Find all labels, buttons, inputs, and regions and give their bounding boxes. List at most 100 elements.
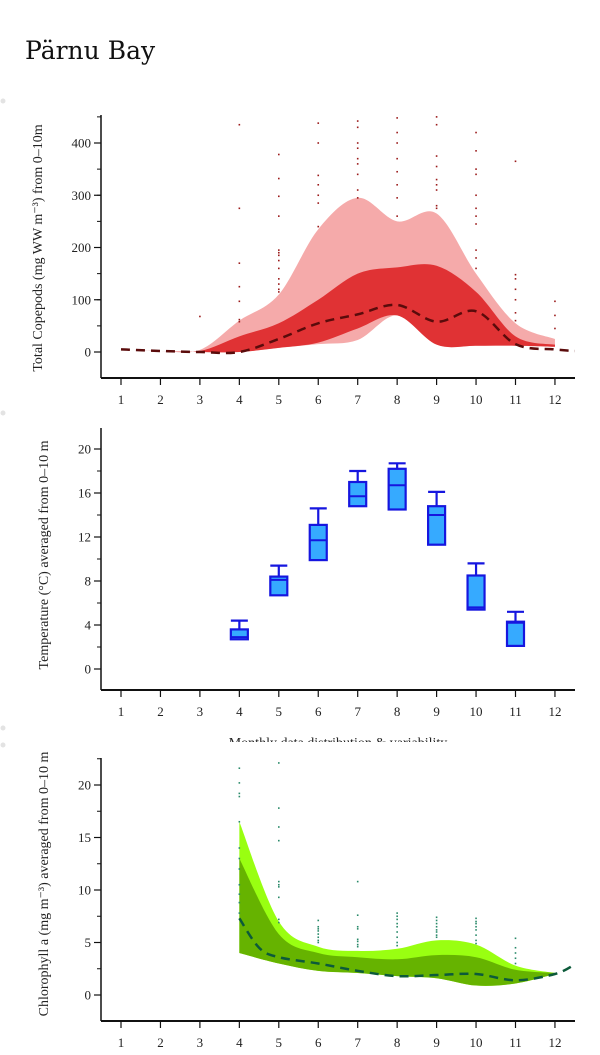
data-point — [435, 916, 438, 919]
data-point — [278, 254, 280, 257]
data-point — [514, 273, 517, 276]
data-point — [278, 880, 280, 883]
x-tick-label: 5 — [276, 1035, 283, 1050]
data-point — [356, 925, 359, 928]
y-tick-label: 300 — [72, 188, 92, 203]
data-point — [396, 215, 398, 217]
data-point — [317, 939, 320, 942]
box-month-5 — [269, 564, 289, 597]
margin-dot — [0, 742, 6, 748]
data-point — [396, 184, 398, 186]
x-tick-label: 9 — [433, 704, 440, 719]
box — [505, 620, 526, 648]
data-point — [475, 223, 477, 225]
x-tick-label: 10 — [470, 1035, 483, 1050]
data-point — [475, 257, 477, 259]
data-point — [356, 943, 359, 946]
data-point — [278, 153, 280, 156]
data-point — [238, 795, 241, 798]
x-tick-label: 2 — [157, 392, 164, 407]
page-title: Pärnu Bay — [25, 36, 156, 65]
data-point — [435, 155, 438, 157]
data-point — [278, 278, 280, 280]
box-month-8 — [387, 462, 407, 511]
data-point — [396, 922, 398, 925]
y-tick-label: 400 — [72, 136, 92, 151]
data-point — [435, 936, 438, 939]
data-point — [435, 123, 438, 126]
data-point — [396, 157, 398, 160]
data-point — [238, 767, 241, 769]
data-point — [475, 215, 477, 217]
y-tick-label: 4 — [85, 618, 92, 633]
data-point — [238, 318, 241, 321]
data-point — [396, 912, 398, 914]
box — [229, 628, 249, 641]
data-point — [356, 197, 359, 199]
data-point — [435, 931, 438, 933]
y-tick-label: 0 — [85, 345, 92, 360]
data-point — [514, 160, 517, 163]
data-point — [435, 922, 438, 925]
data-point — [278, 826, 280, 828]
box-month-4 — [229, 619, 249, 641]
data-point — [238, 901, 241, 904]
y-tick-label: 200 — [72, 240, 92, 255]
data-point — [475, 939, 477, 942]
data-point — [238, 782, 241, 784]
margin-dot — [0, 410, 6, 416]
x-tick-label: 10 — [470, 392, 483, 407]
data-point — [396, 941, 398, 944]
x-tick-label: 7 — [354, 392, 361, 407]
data-point — [278, 259, 280, 262]
data-point — [356, 173, 359, 176]
data-point — [356, 142, 359, 144]
data-point — [278, 839, 280, 842]
y-tick-label: 100 — [72, 292, 92, 307]
box — [269, 575, 289, 597]
data-point — [238, 262, 241, 264]
data-point — [238, 857, 241, 860]
box-month-6 — [308, 507, 328, 562]
data-point — [514, 962, 517, 965]
x-tick-label: 12 — [548, 1035, 561, 1050]
data-point — [435, 934, 438, 936]
data-point — [475, 934, 477, 936]
x-tick-label: 5 — [276, 392, 283, 407]
x-tick-label: 4 — [236, 1035, 243, 1050]
data-point — [278, 883, 280, 886]
data-point — [475, 249, 477, 251]
data-point — [317, 142, 320, 144]
data-point — [356, 126, 359, 129]
data-point — [278, 267, 280, 270]
data-point — [475, 917, 477, 920]
x-tick-label: 8 — [394, 392, 401, 407]
data-point — [278, 195, 280, 198]
y-tick-label: 8 — [85, 574, 92, 589]
data-point — [238, 792, 241, 795]
x-tick-label: 11 — [509, 392, 522, 407]
data-point — [238, 123, 241, 126]
data-point — [317, 194, 320, 197]
x-axis-label: Monthly data distribution & variability — [229, 736, 448, 751]
data-point — [278, 886, 280, 888]
data-point — [317, 928, 320, 930]
y-axis-label: Chlorophyll a (mg m⁻³) averaged from 0–1… — [37, 752, 52, 1017]
x-tick-label: 1 — [118, 1035, 125, 1050]
data-point — [396, 142, 398, 144]
data-point — [396, 197, 398, 199]
data-point — [475, 168, 477, 170]
data-point — [278, 283, 280, 285]
y-tick-label: 0 — [85, 662, 92, 677]
data-point — [278, 918, 280, 921]
box — [308, 523, 328, 562]
x-tick-label: 10 — [470, 704, 483, 719]
data-point — [435, 165, 438, 168]
data-point — [317, 122, 320, 124]
data-point — [317, 936, 320, 939]
data-point — [514, 298, 517, 301]
data-point — [435, 184, 438, 186]
data-point — [199, 315, 201, 318]
